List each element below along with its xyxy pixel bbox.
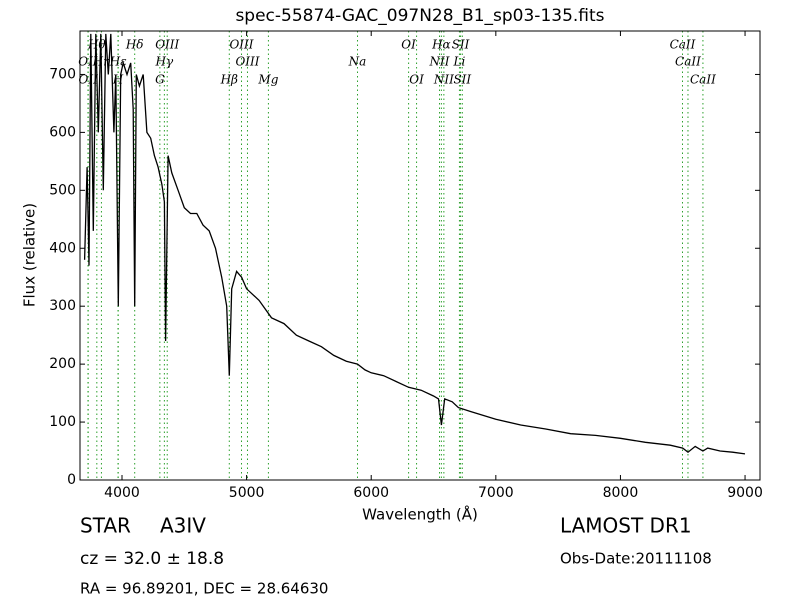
spectral-line-label: CaII (690, 73, 716, 87)
x-tick-label: 6000 (353, 485, 389, 501)
coordinates: RA = 96.89201, DEC = 28.64630 (80, 580, 328, 598)
obs-date: Obs-Date:20111108 (560, 550, 712, 568)
spectral-line-label: Na (348, 55, 367, 69)
spectral-line-label: CaII (670, 38, 696, 52)
spectral-line-label: CaII (675, 55, 701, 69)
y-tick-label: 600 (49, 124, 76, 140)
spectral-line-label: NII (429, 55, 450, 69)
x-axis-label: Wavelength (Å) (362, 505, 478, 524)
spectral-line-label: OIII (155, 38, 179, 52)
subclass: A3IV (160, 514, 206, 538)
x-tick-label: 7000 (478, 485, 514, 501)
spectral-line-label: H (112, 73, 124, 87)
axes-frame (79, 30, 761, 481)
y-tick-label: 200 (49, 356, 76, 372)
spectral-line-label: Hη (92, 55, 111, 69)
spectral-line-label: Hβ (220, 73, 238, 87)
spectral-line-label: OII (78, 55, 98, 69)
spectral-line-label: Hθ (87, 38, 106, 52)
x-tick-label: 5000 (229, 485, 265, 501)
spectral-line-label: SII (453, 73, 471, 87)
y-tick-label: 100 (49, 414, 76, 430)
y-tick-label: 700 (49, 66, 76, 82)
y-tick-label: 400 (49, 240, 76, 256)
chart-title: spec-55874-GAC_097N28_B1_sp03-135.fits (235, 6, 604, 26)
x-tick-label: 4000 (104, 485, 140, 501)
spectral-line-label: OIII (229, 38, 253, 52)
spectral-line-label: Hγ (155, 55, 174, 69)
y-axis-label: Flux (relative) (21, 203, 39, 307)
x-tick-label: 8000 (603, 485, 639, 501)
redshift: cz = 32.0 ± 18.8 (80, 549, 224, 569)
survey: LAMOST DR1 (560, 514, 692, 538)
spectral-line-label: Hα (431, 38, 451, 52)
spectral-line-label: OI (401, 38, 416, 52)
y-tick-label: 500 (49, 182, 76, 198)
plot-area (83, 31, 746, 480)
spectral-line-label: OIII (235, 55, 259, 69)
spectral-line-label: Li (453, 55, 466, 69)
spectral-line-label: Hδ (125, 38, 144, 52)
spectral-line-label: NII (433, 73, 454, 87)
spectral-line-label: Hε (109, 55, 127, 69)
spectral-line-label: OII (79, 73, 99, 87)
spectral-line-label: G (155, 73, 165, 87)
spectral-line-label: SII (452, 38, 470, 52)
x-tick-label: 9000 (727, 485, 763, 501)
spectral-line-label: Mg (257, 73, 278, 87)
spectrum (83, 33, 746, 455)
y-tick-label: 0 (67, 472, 76, 488)
y-tick-label: 300 (49, 298, 76, 314)
spectral-line-label: OI (409, 73, 424, 87)
object-class: STAR (80, 514, 131, 538)
